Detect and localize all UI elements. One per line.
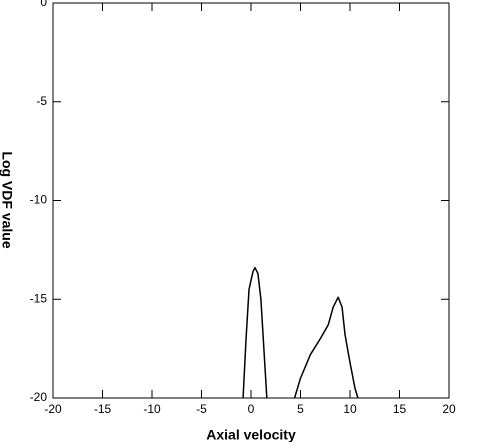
y-tick-label: -10 [30,193,48,207]
y-tick-label: -15 [30,291,48,305]
y-tick-label: 0 [40,0,47,9]
y-axis-title: Log VDF value [0,151,15,248]
data-line [242,266,268,399]
x-tick-label: -5 [196,402,207,416]
y-tick-label: -20 [30,390,48,404]
x-tick-label: -10 [143,402,161,416]
x-tick-label: 20 [442,402,456,416]
plot-frame [52,2,450,399]
x-tick-label: 5 [297,402,304,416]
x-tick-label: 10 [343,402,357,416]
x-tick-label: 15 [393,402,407,416]
x-tick-label: 0 [248,402,255,416]
x-axis-title: Axial velocity [206,427,296,442]
data-line [293,296,359,399]
x-tick-label: -15 [94,402,112,416]
x-tick-label: -20 [44,402,62,416]
y-tick-label: -5 [36,94,47,108]
